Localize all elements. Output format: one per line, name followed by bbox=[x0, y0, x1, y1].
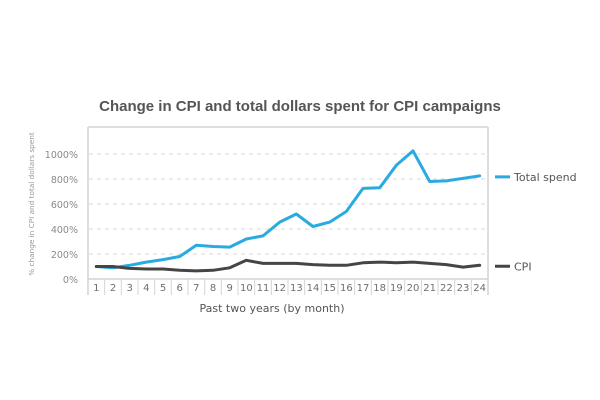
legend: Total spend CPI bbox=[495, 171, 577, 273]
legend-label: Total spend bbox=[513, 171, 577, 184]
y-tick-label: 600% bbox=[51, 200, 78, 211]
y-tick-label: 800% bbox=[51, 175, 78, 186]
x-tick-label: 2 bbox=[110, 283, 116, 294]
x-axis-label: Past two years (by month) bbox=[200, 302, 345, 315]
x-tick-label: 20 bbox=[407, 283, 420, 294]
y-tick-label: 200% bbox=[51, 250, 78, 261]
x-tick-label: 1 bbox=[93, 283, 99, 294]
x-tick-label: 18 bbox=[373, 283, 386, 294]
x-tick-label: 8 bbox=[210, 283, 216, 294]
x-tick-label: 22 bbox=[440, 283, 453, 294]
y-tick-label: 1000% bbox=[45, 150, 78, 161]
x-tick-label: 6 bbox=[176, 283, 182, 294]
y-axis-label: % change in CPI and total dollars spent bbox=[27, 132, 36, 276]
x-tick-label: 12 bbox=[273, 283, 286, 294]
x-tick-label: 17 bbox=[357, 283, 370, 294]
x-tick-label: 3 bbox=[126, 283, 132, 294]
x-tick-label: 23 bbox=[457, 283, 470, 294]
x-tick-label: 11 bbox=[257, 283, 270, 294]
x-tick-label: 13 bbox=[290, 283, 303, 294]
x-tick-label: 10 bbox=[240, 283, 253, 294]
y-tick-label: 0% bbox=[63, 275, 78, 286]
x-tick-label: 14 bbox=[307, 283, 320, 294]
x-tick-label: 9 bbox=[226, 283, 232, 294]
series-line-total-spend bbox=[94, 149, 482, 270]
gridlines bbox=[89, 153, 487, 255]
y-tick-label: 400% bbox=[51, 225, 78, 236]
x-tick-label: 7 bbox=[193, 283, 199, 294]
x-tick-label: 15 bbox=[323, 283, 336, 294]
x-axis-ticks: 1 2 3 4 5 6 7 8 9 10 11 12 13 14 15 16 17 18 19 20 21 22 23 24 bbox=[93, 279, 486, 295]
x-tick-label: 19 bbox=[390, 283, 403, 294]
x-tick-label: 16 bbox=[340, 283, 353, 294]
chart-title: Change in CPI and total dollars spent fo… bbox=[99, 98, 501, 115]
x-tick-label: 24 bbox=[473, 283, 486, 294]
x-tick-label: 4 bbox=[143, 283, 149, 294]
x-tick-label: 21 bbox=[423, 283, 436, 294]
series-line-cpi bbox=[94, 258, 482, 273]
x-tick-label: 5 bbox=[160, 283, 166, 294]
series-group bbox=[94, 149, 482, 273]
y-axis-ticks: 0% 200% 400% 600% 800% 1000% bbox=[45, 150, 78, 286]
legend-label: CPI bbox=[514, 260, 532, 273]
